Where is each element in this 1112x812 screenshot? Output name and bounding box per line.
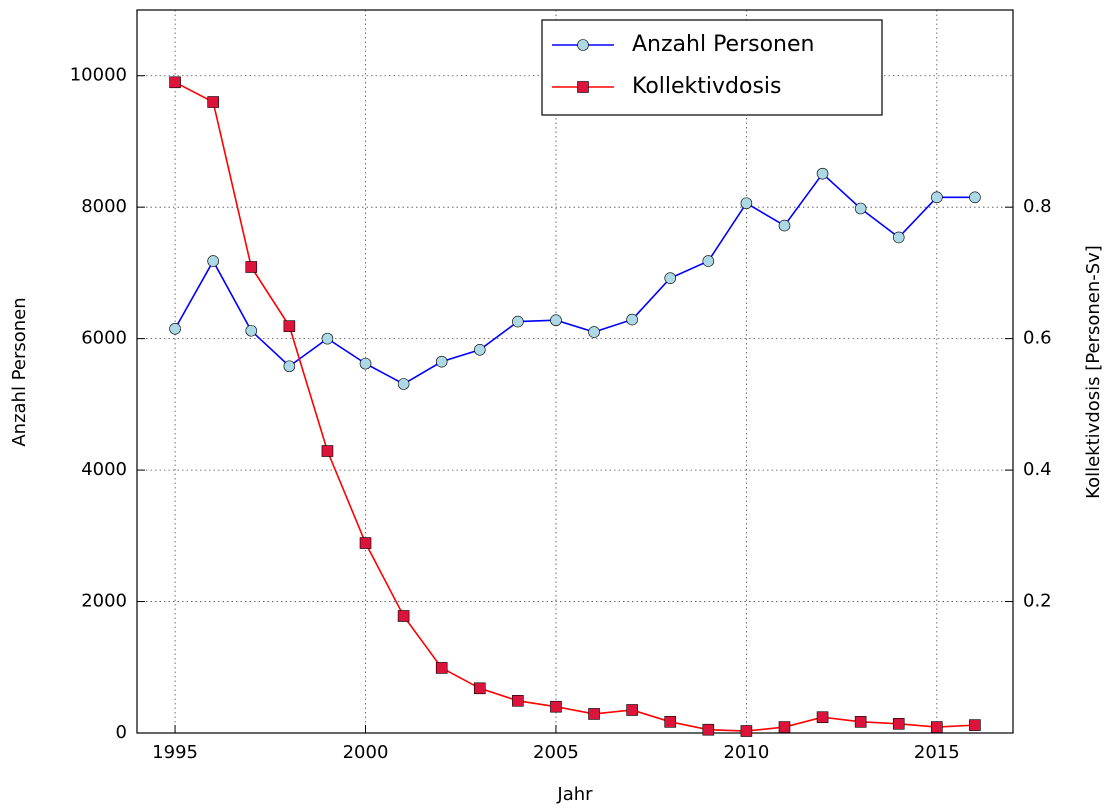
line — [174, 81, 975, 732]
point — [245, 261, 258, 273]
legend-label: Kollektivdosis — [632, 74, 782, 99]
point — [931, 191, 943, 204]
point — [816, 711, 829, 724]
point — [283, 320, 296, 332]
y-tick-label: 4000 — [81, 459, 127, 480]
point — [359, 357, 372, 370]
point — [626, 704, 638, 716]
x-tick-label: 2015 — [914, 742, 960, 763]
point — [550, 700, 562, 713]
point — [512, 694, 524, 707]
point — [397, 610, 410, 622]
legend-box — [541, 19, 883, 116]
point — [435, 662, 448, 674]
line — [174, 172, 975, 385]
plot-frame — [136, 9, 1014, 734]
y-tick-label: 10000 — [70, 65, 127, 86]
x-tick-label: 2005 — [533, 742, 579, 763]
point — [816, 167, 829, 180]
x-tick-label: 1995 — [152, 742, 198, 763]
point — [626, 313, 638, 326]
point — [207, 255, 219, 267]
y2-tick-label: 0.4 — [1023, 459, 1052, 480]
y-tick-label: 0 — [116, 722, 127, 743]
point — [512, 315, 524, 328]
point — [550, 314, 562, 327]
point — [969, 719, 981, 731]
point — [588, 326, 600, 338]
point — [740, 197, 753, 210]
point — [207, 96, 219, 108]
point — [740, 725, 753, 737]
legend: Anzahl Personen Kollektivdosis — [541, 19, 883, 116]
y-tick-label: 8000 — [81, 196, 127, 217]
point — [969, 191, 981, 204]
point — [473, 682, 486, 695]
point — [588, 708, 600, 720]
point — [931, 721, 943, 733]
y2-axis-label: Kollektivdosis [Personen-Sv] — [1083, 245, 1104, 499]
x-axis-label: Jahr — [556, 784, 593, 805]
y2-tick-label: 0.8 — [1023, 196, 1052, 217]
point — [892, 717, 905, 730]
x-tick-label: 2000 — [343, 742, 389, 763]
point — [702, 723, 715, 736]
point — [778, 219, 791, 232]
point — [169, 76, 181, 89]
point — [664, 716, 677, 728]
y-axis-label: Anzahl Personen — [9, 297, 30, 446]
point — [359, 537, 372, 549]
y-tick-label: 6000 — [81, 328, 127, 349]
legend-marker — [577, 39, 589, 51]
point — [854, 716, 867, 728]
point — [321, 445, 334, 457]
legend-label: Anzahl Personen — [632, 32, 814, 57]
point — [169, 322, 181, 335]
y-tick-label: 2000 — [81, 591, 127, 612]
point — [245, 324, 258, 337]
x-tick-label: 2010 — [723, 742, 769, 763]
point — [702, 255, 715, 267]
point — [283, 360, 296, 373]
point — [892, 231, 905, 244]
y2-tick-label: 0.6 — [1023, 328, 1052, 349]
y2-tick-label: 0.2 — [1023, 591, 1052, 612]
point — [473, 344, 486, 356]
point — [778, 721, 791, 733]
point — [321, 332, 334, 345]
legend-marker — [577, 81, 589, 93]
point — [664, 272, 677, 284]
point — [435, 355, 448, 368]
point — [397, 378, 410, 390]
point — [854, 202, 867, 215]
